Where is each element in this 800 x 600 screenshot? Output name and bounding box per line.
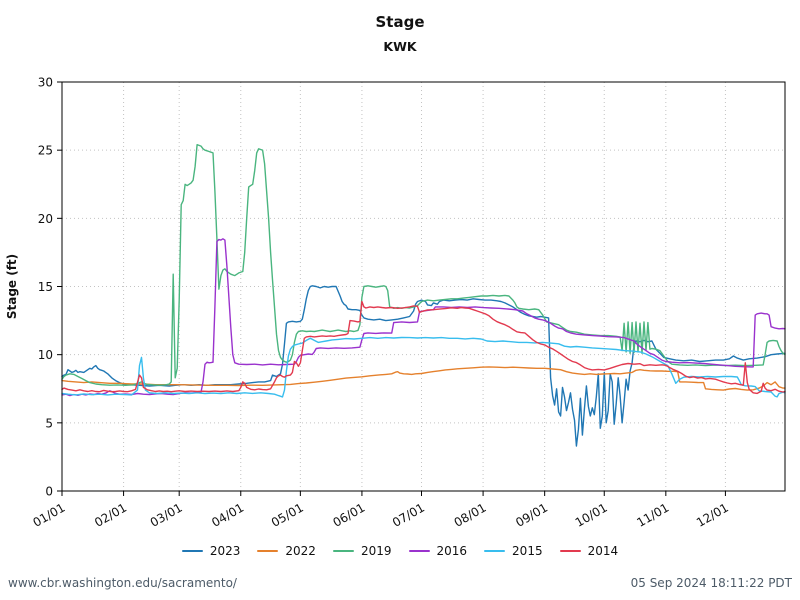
- x-tick-label: 11/01: [634, 500, 671, 529]
- y-tick-label: 15: [38, 280, 53, 294]
- stage-chart: 0 5 10 15 20 25 30 01/01 02/01 03/01 04/01 05/01 06/…: [5, 76, 786, 530]
- footer-timestamp: 05 Sep 2024 18:11:22 PDT: [630, 576, 792, 590]
- legend-label: 2023: [209, 544, 241, 558]
- y-tick-label: 10: [38, 348, 53, 362]
- y-tick-label: 25: [38, 144, 53, 158]
- y-axis-label: Stage (ft): [5, 254, 19, 319]
- legend-item-2019: 2019: [332, 544, 392, 558]
- x-tick-label: 07/01: [390, 500, 427, 529]
- x-tick-label: 01/01: [31, 500, 68, 529]
- legend-item-2023: 2023: [181, 544, 241, 558]
- axis-tick-labels: 0 5 10 15 20 25 30 01/01 02/01 03/01 04/01 05/01 06/…: [31, 76, 731, 530]
- legend-swatch-2016: [408, 549, 430, 553]
- y-tick-label: 5: [45, 416, 53, 430]
- legend-swatch-2023: [181, 549, 203, 553]
- chart-header: Stage KWK: [0, 13, 800, 54]
- series-line-2014: [61, 300, 786, 395]
- legend-label: 2015: [512, 544, 543, 558]
- legend-label: 2019: [360, 544, 392, 558]
- legend-label: 2022: [285, 544, 316, 558]
- x-tick-label: 10/01: [573, 500, 610, 529]
- legend-swatch-2022: [257, 549, 279, 553]
- x-tick-label: 03/01: [148, 500, 185, 529]
- axis-ticks: [57, 81, 726, 496]
- legend-label: 2014: [587, 544, 619, 558]
- plot-border: [61, 81, 786, 492]
- x-tick-label: 08/01: [452, 500, 489, 529]
- legend-swatch-2015: [484, 549, 506, 553]
- series-line-2019: [61, 143, 786, 386]
- x-tick-label: 12/01: [694, 500, 731, 529]
- legend-label: 2016: [436, 544, 468, 558]
- legend-item-2022: 2022: [257, 544, 316, 558]
- chart-subtitle: KWK: [383, 39, 417, 54]
- series-line-2015: [61, 336, 786, 398]
- x-tick-label: 06/01: [330, 500, 367, 529]
- chart-title: Stage: [375, 13, 425, 31]
- x-tick-label: 09/01: [513, 500, 550, 529]
- series-line-2023: [61, 285, 786, 447]
- legend-item-2016: 2016: [408, 544, 468, 558]
- x-tick-label: 02/01: [92, 500, 129, 529]
- series-line-2022: [61, 366, 786, 391]
- legend-item-2015: 2015: [484, 544, 543, 558]
- y-tick-label: 20: [38, 212, 53, 226]
- y-tick-label: 0: [45, 485, 53, 499]
- y-tick-label: 30: [38, 76, 53, 90]
- legend-item-2014: 2014: [559, 544, 619, 558]
- footer: www.cbr.washington.edu/sacramento/ 05 Se…: [8, 576, 792, 590]
- x-tick-label: 05/01: [269, 500, 306, 529]
- series-lines: [61, 143, 786, 447]
- legend-swatch-2014: [559, 549, 581, 553]
- footer-link[interactable]: www.cbr.washington.edu/sacramento/: [8, 576, 237, 590]
- gridlines: [62, 82, 785, 491]
- chart-legend: 2023 2022 2019 2016 2015 2014: [0, 544, 800, 558]
- legend-swatch-2019: [332, 549, 354, 553]
- series-line-2016: [61, 238, 786, 397]
- x-tick-label: 04/01: [209, 500, 246, 529]
